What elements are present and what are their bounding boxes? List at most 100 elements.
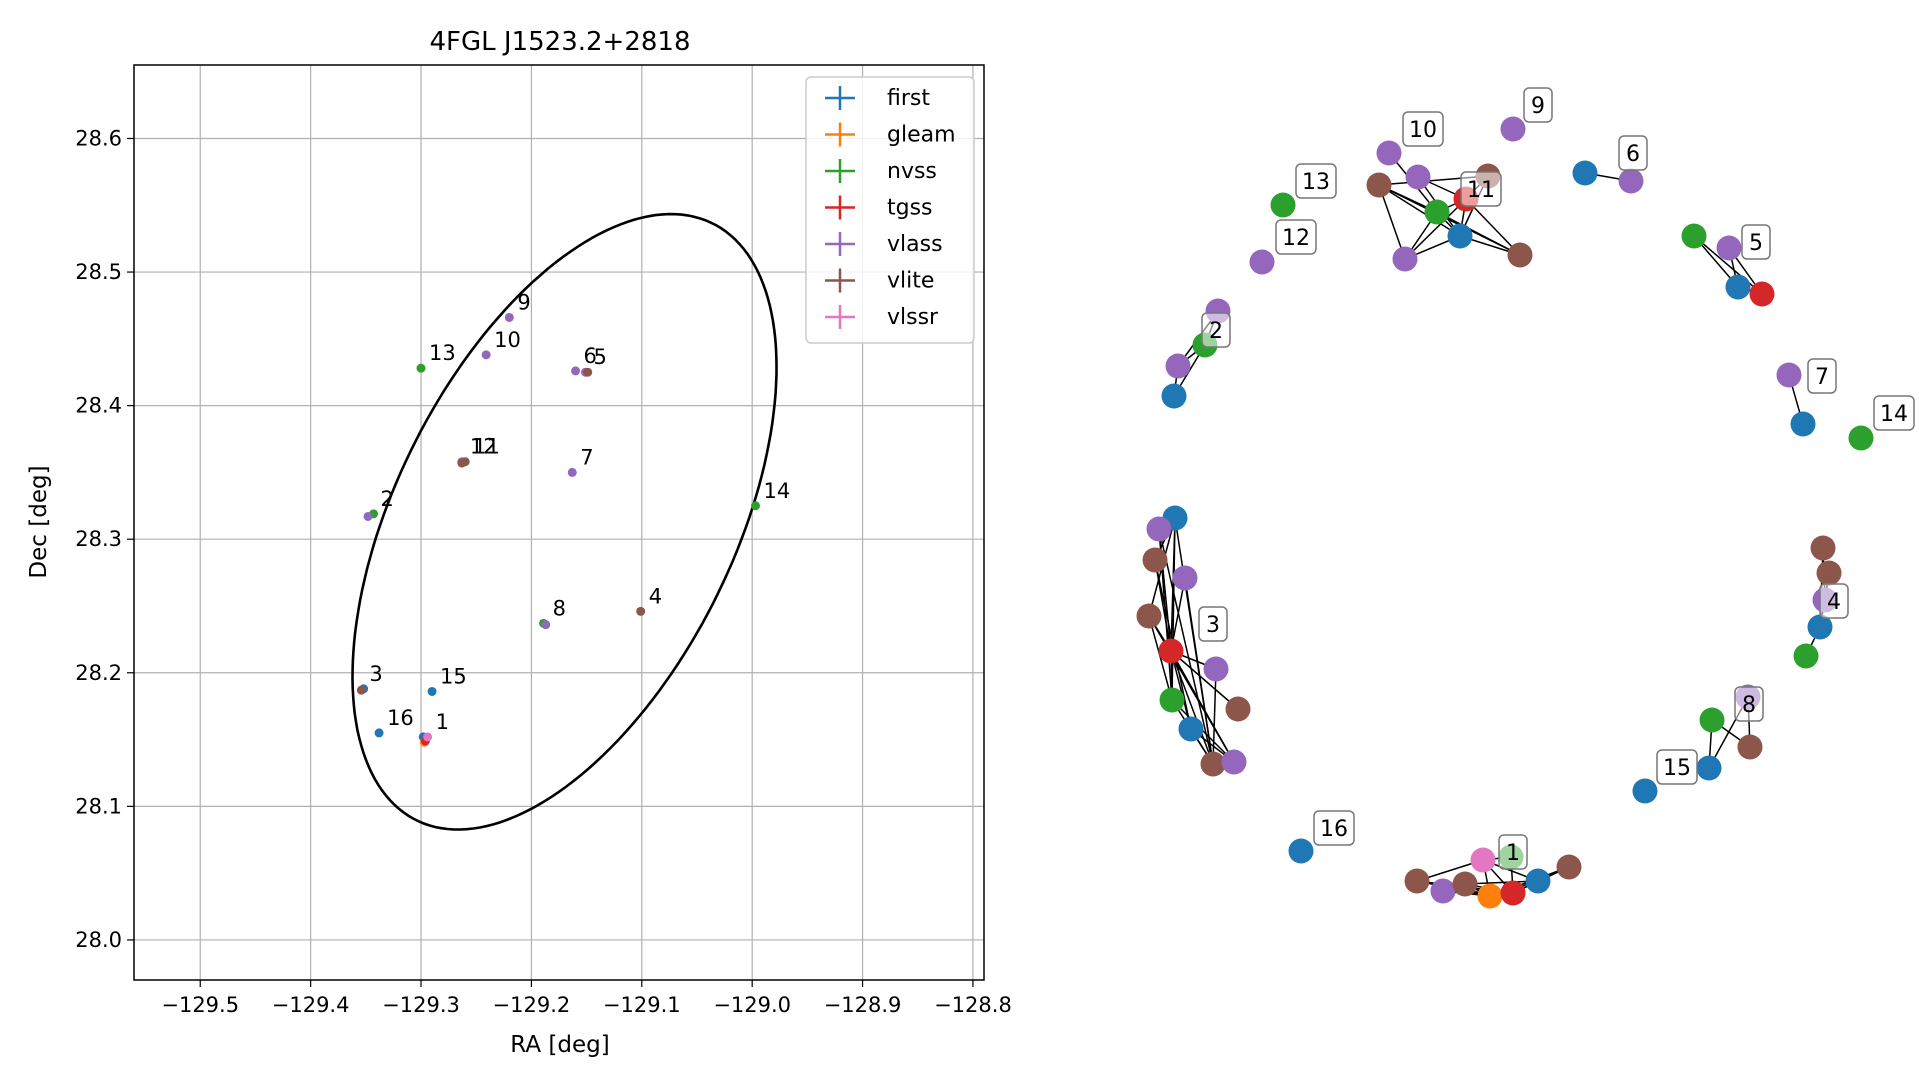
network-node-vlite [1507,242,1533,268]
network-label: 9 [1531,94,1545,119]
network-label-box [1873,395,1915,431]
network-label-box [1656,749,1698,785]
legend-items: first gleam nvss tgss vlass vlite vlssr [825,86,956,330]
network-label: 10 [1409,118,1437,143]
network-node-vlssr [1470,847,1496,873]
network-node-vlass [1430,878,1456,904]
legend-label: gleam [887,123,956,148]
network-node-first [1178,716,1204,742]
annotation-label: 10 [494,328,521,352]
legend-label: nvss [887,159,937,184]
network-node-vlass [1221,749,1247,775]
annotation-label: 12 [470,435,497,459]
point-first [427,686,437,696]
network-node-nvss [1848,425,1874,451]
point-vlite [457,458,467,468]
ellipse-outline [351,212,778,831]
x-tick-label: −129.3 [382,993,460,1017]
network-node-nvss [1793,643,1819,669]
annotation-label: 14 [763,479,790,503]
point-vlass [481,350,491,360]
network-node-vlite [1200,751,1226,777]
network-node-nvss [1270,192,1296,218]
network-label-box [1734,686,1764,722]
y-tick-label: 28.4 [75,394,122,418]
annotation-label: 6 [584,344,597,368]
legend-label: vlssr [887,305,939,330]
network-label-box [1295,163,1337,199]
network-edge [1693,235,1763,295]
point-vlass [541,620,551,630]
network-node-vlite [1136,603,1162,629]
point-first [374,728,384,738]
y-axis-ticks: 28.0 28.1 28.2 28.3 28.4 28.5 28.6 [75,126,134,952]
network-label-box [1198,606,1228,642]
network-node-vlass [1618,168,1644,194]
legend-label: vlite [887,269,934,294]
annotation-label: 9 [517,290,530,314]
y-tick-label: 28.0 [75,928,122,952]
x-tick-label: −129.2 [493,993,571,1017]
point-nvss [750,501,760,511]
network-node-vlite [1816,560,1842,586]
network-node-first [1525,868,1551,894]
network-node-vlass [1376,140,1402,166]
network-edge [1465,198,1521,256]
point-vlite [583,367,593,377]
network-label: 6 [1626,142,1640,167]
network-label: 15 [1663,756,1691,781]
y-tick-label: 28.2 [75,661,122,685]
annotation-label: 4 [649,584,662,608]
network-edge [1184,577,1214,765]
network-node-vlass [1716,235,1742,261]
network-label-box [1313,810,1355,846]
network-label-box [1819,583,1849,619]
network-node-vlass [1203,656,1229,682]
annotation-label: 5 [593,345,606,369]
y-tick-label: 28.5 [75,260,122,284]
network-node-vlite [1142,547,1168,573]
scatter-points [356,312,760,747]
network-label: 8 [1742,693,1756,718]
network-node-vlite [1366,172,1392,198]
annotation-label: 8 [553,596,566,620]
point-vlass [567,467,577,477]
network-edge [1171,517,1176,701]
network-node-first [1572,160,1598,186]
network-node-first [1790,411,1816,437]
point-vlass [363,511,373,521]
network-label-box [1741,224,1771,260]
network-edge [1212,668,1217,765]
network-node-first [1725,274,1751,300]
network-node-vlite [1737,734,1763,760]
network-label: 7 [1815,365,1829,390]
annotation-label: 7 [580,445,593,469]
y-tick-label: 28.1 [75,794,122,818]
y-tick-label: 28.3 [75,527,122,551]
legend: first gleam nvss tgss vlass vlite vlssr [805,76,975,344]
plot-frame [133,64,985,981]
network-node-tgss [1749,281,1775,307]
network-node-vlite [1810,535,1836,561]
network-edge [1378,184,1461,237]
x-axis-ticks: −129.5 −129.4 −129.3 −129.2 −129.1 −129.0 −128… [161,980,1012,1017]
network-node-tgss [1158,638,1184,664]
network-label: 11 [1467,178,1495,203]
network-node-first [1807,614,1833,640]
network-node-nvss [1424,199,1450,225]
y-tick-label: 28.6 [75,126,122,150]
network-label: 5 [1749,231,1763,256]
network-node-vlass [1500,116,1526,142]
network-node-tgss [1500,880,1526,906]
network-label: 2 [1209,319,1223,344]
x-tick-label: −128.8 [934,993,1012,1017]
network-label: 12 [1282,226,1310,251]
network-node-first [1632,778,1658,804]
legend-label: vlass [887,232,943,257]
x-axis-label: RA [deg] [510,1032,609,1058]
network-label-box [1275,219,1317,255]
network-node-vlite [1452,871,1478,897]
network-node-first [1161,383,1187,409]
network-label-box [1618,135,1648,171]
